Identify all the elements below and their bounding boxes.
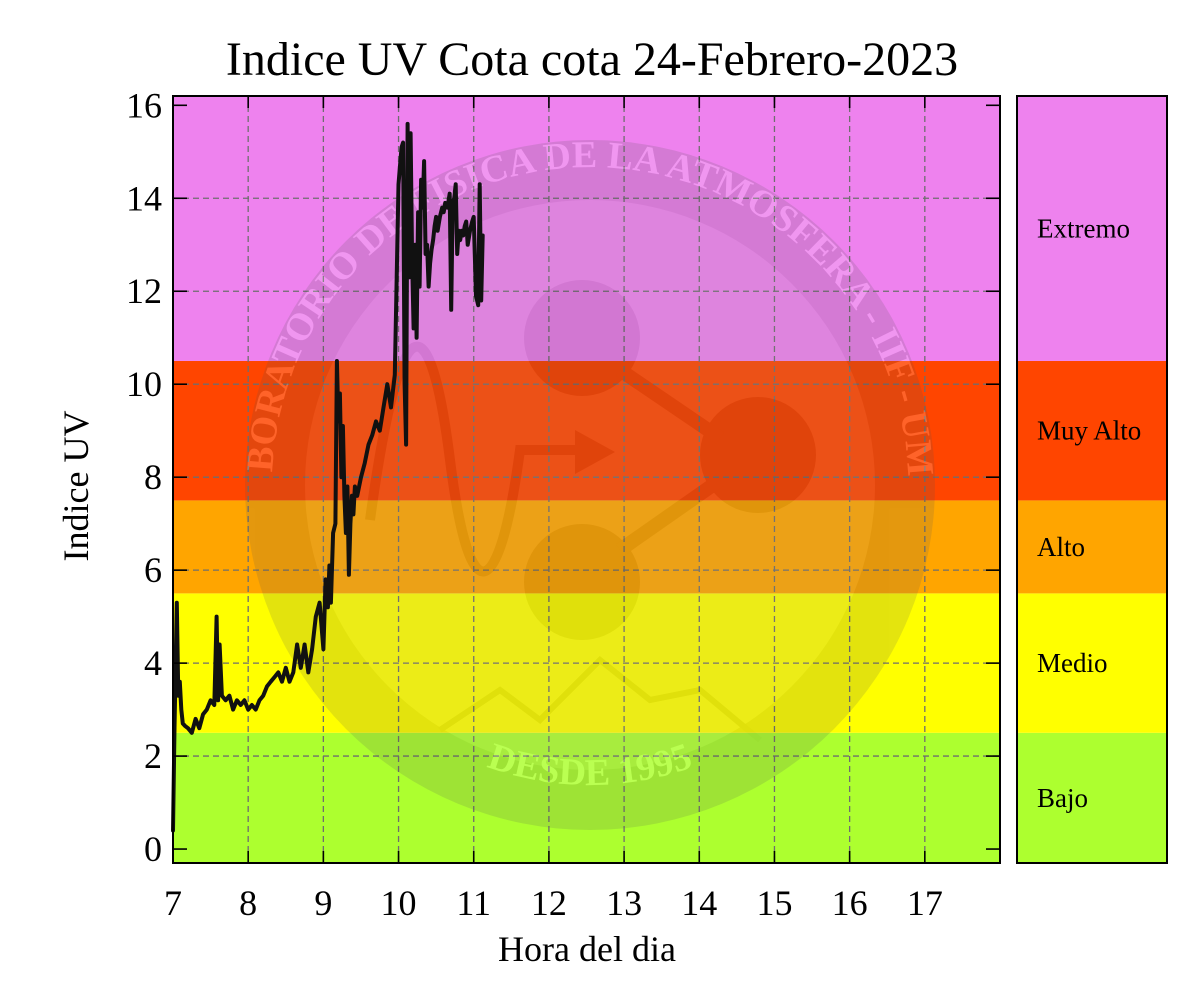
uv-series-line bbox=[171, 121, 485, 833]
molecule-atom-3 bbox=[524, 524, 640, 640]
x-tick-label: 12 bbox=[531, 883, 567, 923]
legend-label-medio: Medio bbox=[1037, 648, 1108, 678]
y-tick-label: 10 bbox=[126, 364, 162, 404]
y-tick-label: 0 bbox=[144, 829, 162, 869]
y-tick-label: 12 bbox=[126, 271, 162, 311]
x-tick-label: 17 bbox=[907, 883, 943, 923]
molecule-atom-1 bbox=[524, 280, 640, 396]
x-tick-label: 10 bbox=[381, 883, 417, 923]
x-tick-label: 16 bbox=[832, 883, 868, 923]
x-tick-label: 9 bbox=[314, 883, 332, 923]
x-tick-label: 14 bbox=[681, 883, 717, 923]
legend-band-medio bbox=[1017, 593, 1167, 733]
axis-tick-labels: 7 8 9 10 11 12 13 14 15 16 17 0 2 4 6 8 10 12 14 16 bbox=[126, 85, 943, 923]
arrow-icon bbox=[575, 430, 615, 474]
y-axis-label: Indice UV bbox=[56, 411, 96, 562]
x-tick-label: 15 bbox=[756, 883, 792, 923]
legend-label-extremo: Extremo bbox=[1037, 213, 1130, 243]
molecule-atom-2 bbox=[700, 397, 816, 513]
wave-icon bbox=[365, 341, 600, 577]
x-tick-label: 7 bbox=[164, 883, 182, 923]
legend-label-alto: Alto bbox=[1037, 532, 1085, 562]
y-tick-label: 2 bbox=[144, 736, 162, 776]
x-tick-label: 13 bbox=[606, 883, 642, 923]
uv-category-legend: Bajo Medio Alto Muy Alto Extremo bbox=[1017, 96, 1167, 863]
legend-band-bajo bbox=[1017, 732, 1167, 863]
legend-label-bajo: Bajo bbox=[1037, 783, 1088, 813]
x-axis-label: Hora del dia bbox=[498, 929, 676, 969]
seal-inner bbox=[305, 200, 875, 770]
legend-band-extremo bbox=[1017, 96, 1167, 361]
molecule-bond-1 bbox=[616, 364, 724, 444]
plot-frame bbox=[172, 95, 1001, 864]
molecule-bond-2 bbox=[615, 474, 725, 556]
grid-lines bbox=[173, 96, 1000, 863]
y-tick-label: 14 bbox=[126, 178, 162, 218]
axis-ticks bbox=[172, 96, 1000, 863]
x-tick-label: 11 bbox=[456, 883, 491, 923]
chart-title: Indice UV Cota cota 24-Febrero-2023 bbox=[226, 33, 958, 86]
y-tick-label: 6 bbox=[144, 550, 162, 590]
legend-band-alto bbox=[1017, 500, 1167, 594]
legend-band-muy-alto bbox=[1017, 360, 1167, 501]
y-tick-label: 4 bbox=[144, 643, 162, 683]
legend-label-muy-alto: Muy Alto bbox=[1037, 416, 1141, 446]
y-tick-label: 8 bbox=[144, 457, 162, 497]
band-extremo bbox=[173, 96, 1000, 361]
mountain-icon bbox=[438, 655, 762, 743]
band-bajo bbox=[173, 732, 1000, 863]
y-tick-label: 16 bbox=[126, 85, 162, 125]
band-alto bbox=[173, 500, 1000, 594]
x-tick-label: 8 bbox=[239, 883, 257, 923]
legend-frame bbox=[1016, 95, 1168, 864]
